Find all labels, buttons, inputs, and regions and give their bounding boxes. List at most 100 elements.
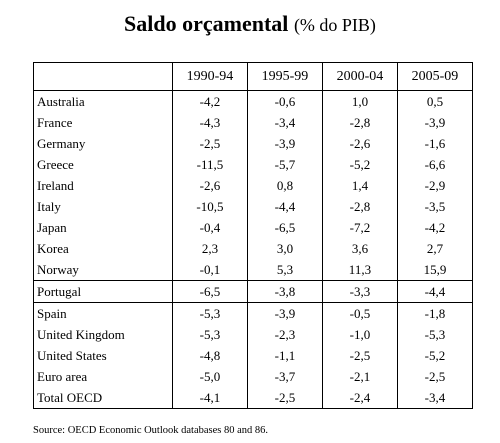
value-cell: 2,3: [171, 238, 248, 259]
value-cell: -2,5: [171, 133, 248, 154]
value-cell: -5,3: [171, 324, 248, 345]
value-cell: -7,2: [321, 217, 398, 238]
value-cell: 0,8: [246, 175, 323, 196]
value-cell: -2,6: [321, 133, 398, 154]
column-header: 2000-04: [321, 62, 398, 91]
value-cell: -2,6: [171, 175, 248, 196]
table-row: Korea 2,3 3,0 3,6 2,7: [33, 238, 474, 259]
value-cell: -4,4: [246, 196, 323, 217]
value-cell: -3,9: [246, 133, 323, 154]
title-subtitle: (% do PIB): [293, 15, 376, 35]
value-cell: 1,0: [321, 90, 398, 112]
column-header: 2005-09: [396, 62, 474, 91]
value-cell: 11,3: [321, 259, 398, 281]
table-row: Greece -11,5 -5,7 -5,2 -6,6: [33, 154, 474, 175]
value-cell: -0,6: [246, 90, 323, 112]
column-header: 1990-94: [171, 62, 248, 91]
table-row: United States -4,8 -1,1 -2,5 -5,2: [33, 345, 474, 366]
value-cell: -4,1: [171, 387, 248, 409]
value-cell: 3,6: [321, 238, 398, 259]
value-cell: -2,3: [246, 324, 323, 345]
value-cell: -5,0: [171, 366, 248, 387]
table-row: Norway -0,1 5,3 11,3 15,9: [33, 259, 474, 281]
table-row: Australia -4,2 -0,6 1,0 0,5: [33, 90, 474, 112]
value-cell: -4,4: [396, 280, 474, 303]
country-cell: Ireland: [33, 175, 173, 196]
column-header: 1995-99: [246, 62, 323, 91]
table-row: Spain -5,3 -3,9 -0,5 -1,8: [33, 302, 474, 324]
value-cell: -1,6: [396, 133, 474, 154]
value-cell: -3,9: [396, 112, 474, 133]
value-cell: 0,5: [396, 90, 474, 112]
value-cell: -6,6: [396, 154, 474, 175]
value-cell: 3,0: [246, 238, 323, 259]
value-cell: -0,5: [321, 302, 398, 324]
country-cell: Total OECD: [33, 387, 173, 409]
value-cell: -0,4: [171, 217, 248, 238]
country-cell: Australia: [33, 90, 173, 112]
value-cell: -1,8: [396, 302, 474, 324]
value-cell: -3,5: [396, 196, 474, 217]
country-cell: Italy: [33, 196, 173, 217]
country-cell: Portugal: [33, 280, 173, 303]
table-row: United Kingdom -5,3 -2,3 -1,0 -5,3: [33, 324, 474, 345]
header-row: 1990-94 1995-99 2000-04 2005-09: [33, 62, 474, 91]
value-cell: 2,7: [396, 238, 474, 259]
source-note: Source: OECD Economic Outlook databases …: [33, 425, 269, 436]
value-cell: -5,7: [246, 154, 323, 175]
table-row: Japan -0,4 -6,5 -7,2 -4,2: [33, 217, 474, 238]
value-cell: -5,3: [171, 302, 248, 324]
country-cell: France: [33, 112, 173, 133]
budget-balance-table: 1990-94 1995-99 2000-04 2005-09 Australi…: [33, 62, 474, 409]
table-row: Germany -2,5 -3,9 -2,6 -1,6: [33, 133, 474, 154]
value-cell: 5,3: [246, 259, 323, 281]
value-cell: -3,3: [321, 280, 398, 303]
value-cell: -4,2: [396, 217, 474, 238]
value-cell: -2,8: [321, 196, 398, 217]
value-cell: -3,4: [396, 387, 474, 409]
value-cell: -10,5: [171, 196, 248, 217]
value-cell: -4,2: [171, 90, 248, 112]
value-cell: -2,4: [321, 387, 398, 409]
value-cell: -5,2: [396, 345, 474, 366]
table-row: Italy -10,5 -4,4 -2,8 -3,5: [33, 196, 474, 217]
value-cell: -3,9: [246, 302, 323, 324]
country-cell: Korea: [33, 238, 173, 259]
value-cell: -1,1: [246, 345, 323, 366]
table-row-highlighted: Portugal -6,5 -3,8 -3,3 -4,4: [33, 280, 474, 303]
country-cell: United Kingdom: [33, 324, 173, 345]
title-main: Saldo orçamental: [124, 11, 289, 36]
value-cell: -4,8: [171, 345, 248, 366]
value-cell: -3,7: [246, 366, 323, 387]
value-cell: -5,3: [396, 324, 474, 345]
country-cell: Spain: [33, 302, 173, 324]
value-cell: -2,5: [246, 387, 323, 409]
value-cell: -1,0: [321, 324, 398, 345]
table-row: Ireland -2,6 0,8 1,4 -2,9: [33, 175, 474, 196]
value-cell: 1,4: [321, 175, 398, 196]
value-cell: -2,5: [396, 366, 474, 387]
value-cell: -2,9: [396, 175, 474, 196]
value-cell: -4,3: [171, 112, 248, 133]
country-cell: Euro area: [33, 366, 173, 387]
country-cell: United States: [33, 345, 173, 366]
country-cell: Greece: [33, 154, 173, 175]
country-column-header: [33, 62, 173, 91]
value-cell: -6,5: [171, 280, 248, 303]
country-cell: Japan: [33, 217, 173, 238]
value-cell: -11,5: [171, 154, 248, 175]
value-cell: -2,5: [321, 345, 398, 366]
value-cell: -0,1: [171, 259, 248, 281]
country-cell: Norway: [33, 259, 173, 281]
country-cell: Germany: [33, 133, 173, 154]
value-cell: -2,8: [321, 112, 398, 133]
value-cell: -2,1: [321, 366, 398, 387]
table-row: France -4,3 -3,4 -2,8 -3,9: [33, 112, 474, 133]
table-title: Saldo orçamental (% do PIB): [0, 10, 500, 39]
value-cell: -6,5: [246, 217, 323, 238]
value-cell: -3,4: [246, 112, 323, 133]
value-cell: 15,9: [396, 259, 474, 281]
value-cell: -3,8: [246, 280, 323, 303]
table-row: Total OECD -4,1 -2,5 -2,4 -3,4: [33, 387, 474, 409]
value-cell: -5,2: [321, 154, 398, 175]
